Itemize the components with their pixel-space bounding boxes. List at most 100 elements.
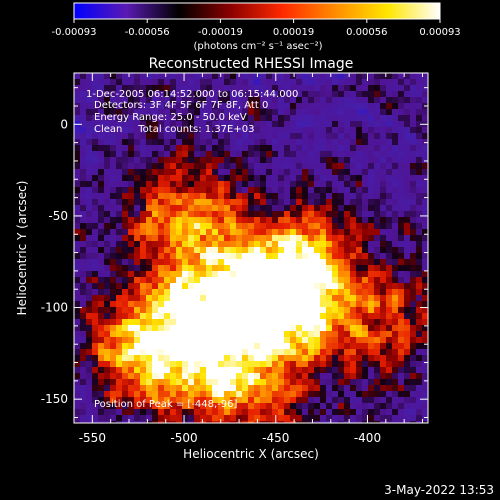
heatmap-cell: [170, 313, 177, 320]
heatmap-cell: [188, 151, 195, 158]
heatmap-cell: [272, 85, 279, 92]
heatmap-cell: [266, 409, 273, 416]
heatmap-cell: [272, 169, 279, 176]
heatmap-cell: [380, 289, 387, 296]
heatmap-cell: [104, 283, 111, 290]
heatmap-cell: [278, 91, 285, 98]
heatmap-cell: [80, 397, 87, 404]
heatmap-cell: [212, 223, 219, 230]
heatmap-cell: [404, 181, 411, 188]
heatmap-cell: [80, 79, 87, 86]
heatmap-cell: [392, 283, 399, 290]
heatmap-cell: [128, 145, 135, 152]
heatmap-cell: [296, 199, 303, 206]
heatmap-cell: [176, 127, 183, 134]
heatmap-cell: [416, 307, 423, 314]
heatmap-cell: [332, 367, 339, 374]
heatmap-cell: [80, 391, 87, 398]
heatmap-cell: [344, 235, 351, 242]
heatmap-cell: [350, 211, 357, 218]
heatmap-cell: [128, 91, 135, 98]
heatmap-cell: [344, 277, 351, 284]
heatmap-cell: [380, 217, 387, 224]
heatmap-cell: [92, 283, 99, 290]
heatmap-cell: [374, 319, 381, 326]
heatmap-cell: [152, 199, 159, 206]
heatmap-cell: [116, 241, 123, 248]
heatmap-cell: [410, 247, 417, 254]
heatmap-cell: [314, 325, 321, 332]
heatmap-cell: [104, 385, 111, 392]
heatmap-cell: [110, 229, 117, 236]
heatmap-cell: [284, 325, 291, 332]
heatmap-cell: [326, 373, 333, 380]
heatmap-cell: [224, 283, 231, 290]
heatmap-cell: [326, 97, 333, 104]
heatmap-cell: [392, 367, 399, 374]
heatmap-cell: [80, 229, 87, 236]
heatmap-cell: [116, 199, 123, 206]
heatmap-cell: [272, 181, 279, 188]
heatmap-cell: [308, 283, 315, 290]
heatmap-cell: [332, 271, 339, 278]
heatmap-cell: [422, 127, 428, 134]
heatmap-cell: [266, 307, 273, 314]
heatmap-cell: [158, 211, 165, 218]
heatmap-cell: [422, 373, 428, 380]
heatmap-cell: [410, 343, 417, 350]
heatmap-cell: [368, 277, 375, 284]
heatmap-cell: [338, 235, 345, 242]
heatmap-cell: [224, 313, 231, 320]
heatmap-cell: [266, 163, 273, 170]
heatmap-cell: [296, 79, 303, 86]
heatmap-cell: [152, 265, 159, 272]
heatmap-cell: [134, 277, 141, 284]
heatmap-cell: [398, 169, 405, 176]
heatmap-cell: [338, 349, 345, 356]
heatmap-cell: [218, 115, 225, 122]
heatmap-cell: [314, 127, 321, 134]
heatmap-cell: [338, 253, 345, 260]
heatmap-cell: [410, 127, 417, 134]
heatmap-cell: [284, 343, 291, 350]
heatmap-cell: [140, 301, 147, 308]
heatmap-cell: [242, 211, 249, 218]
heatmap-cell: [404, 319, 411, 326]
heatmap-cell: [230, 403, 237, 410]
heatmap-cell: [302, 313, 309, 320]
heatmap-cell: [266, 295, 273, 302]
heatmap-cell: [92, 229, 99, 236]
heatmap-cell: [206, 343, 213, 350]
heatmap-cell: [344, 307, 351, 314]
heatmap-cell: [386, 97, 393, 104]
heatmap-cell: [284, 181, 291, 188]
heatmap-cell: [194, 361, 201, 368]
heatmap-cell: [74, 169, 81, 176]
heatmap-cell: [122, 403, 129, 410]
heatmap-cell: [368, 223, 375, 230]
heatmap-cell: [206, 235, 213, 242]
heatmap-cell: [248, 205, 255, 212]
heatmap-cell: [176, 367, 183, 374]
heatmap-cell: [308, 277, 315, 284]
heatmap-cell: [182, 103, 189, 110]
heatmap-cell: [416, 145, 423, 152]
heatmap-cell: [200, 73, 207, 80]
heatmap-cell: [170, 259, 177, 266]
heatmap-cell: [98, 307, 105, 314]
heatmap-cell: [332, 247, 339, 254]
heatmap-cell: [416, 415, 423, 422]
heatmap-cell: [308, 79, 315, 86]
heatmap-cell: [356, 115, 363, 122]
heatmap-cell: [230, 157, 237, 164]
heatmap-cell: [386, 409, 393, 416]
heatmap-cell: [164, 265, 171, 272]
heatmap-cell: [368, 271, 375, 278]
heatmap-cell: [344, 409, 351, 416]
heatmap-cell: [152, 403, 159, 410]
heatmap-cell: [134, 85, 141, 92]
heatmap-cell: [170, 85, 177, 92]
heatmap-cell: [284, 313, 291, 320]
heatmap-cell: [314, 229, 321, 236]
heatmap-cell: [80, 289, 87, 296]
